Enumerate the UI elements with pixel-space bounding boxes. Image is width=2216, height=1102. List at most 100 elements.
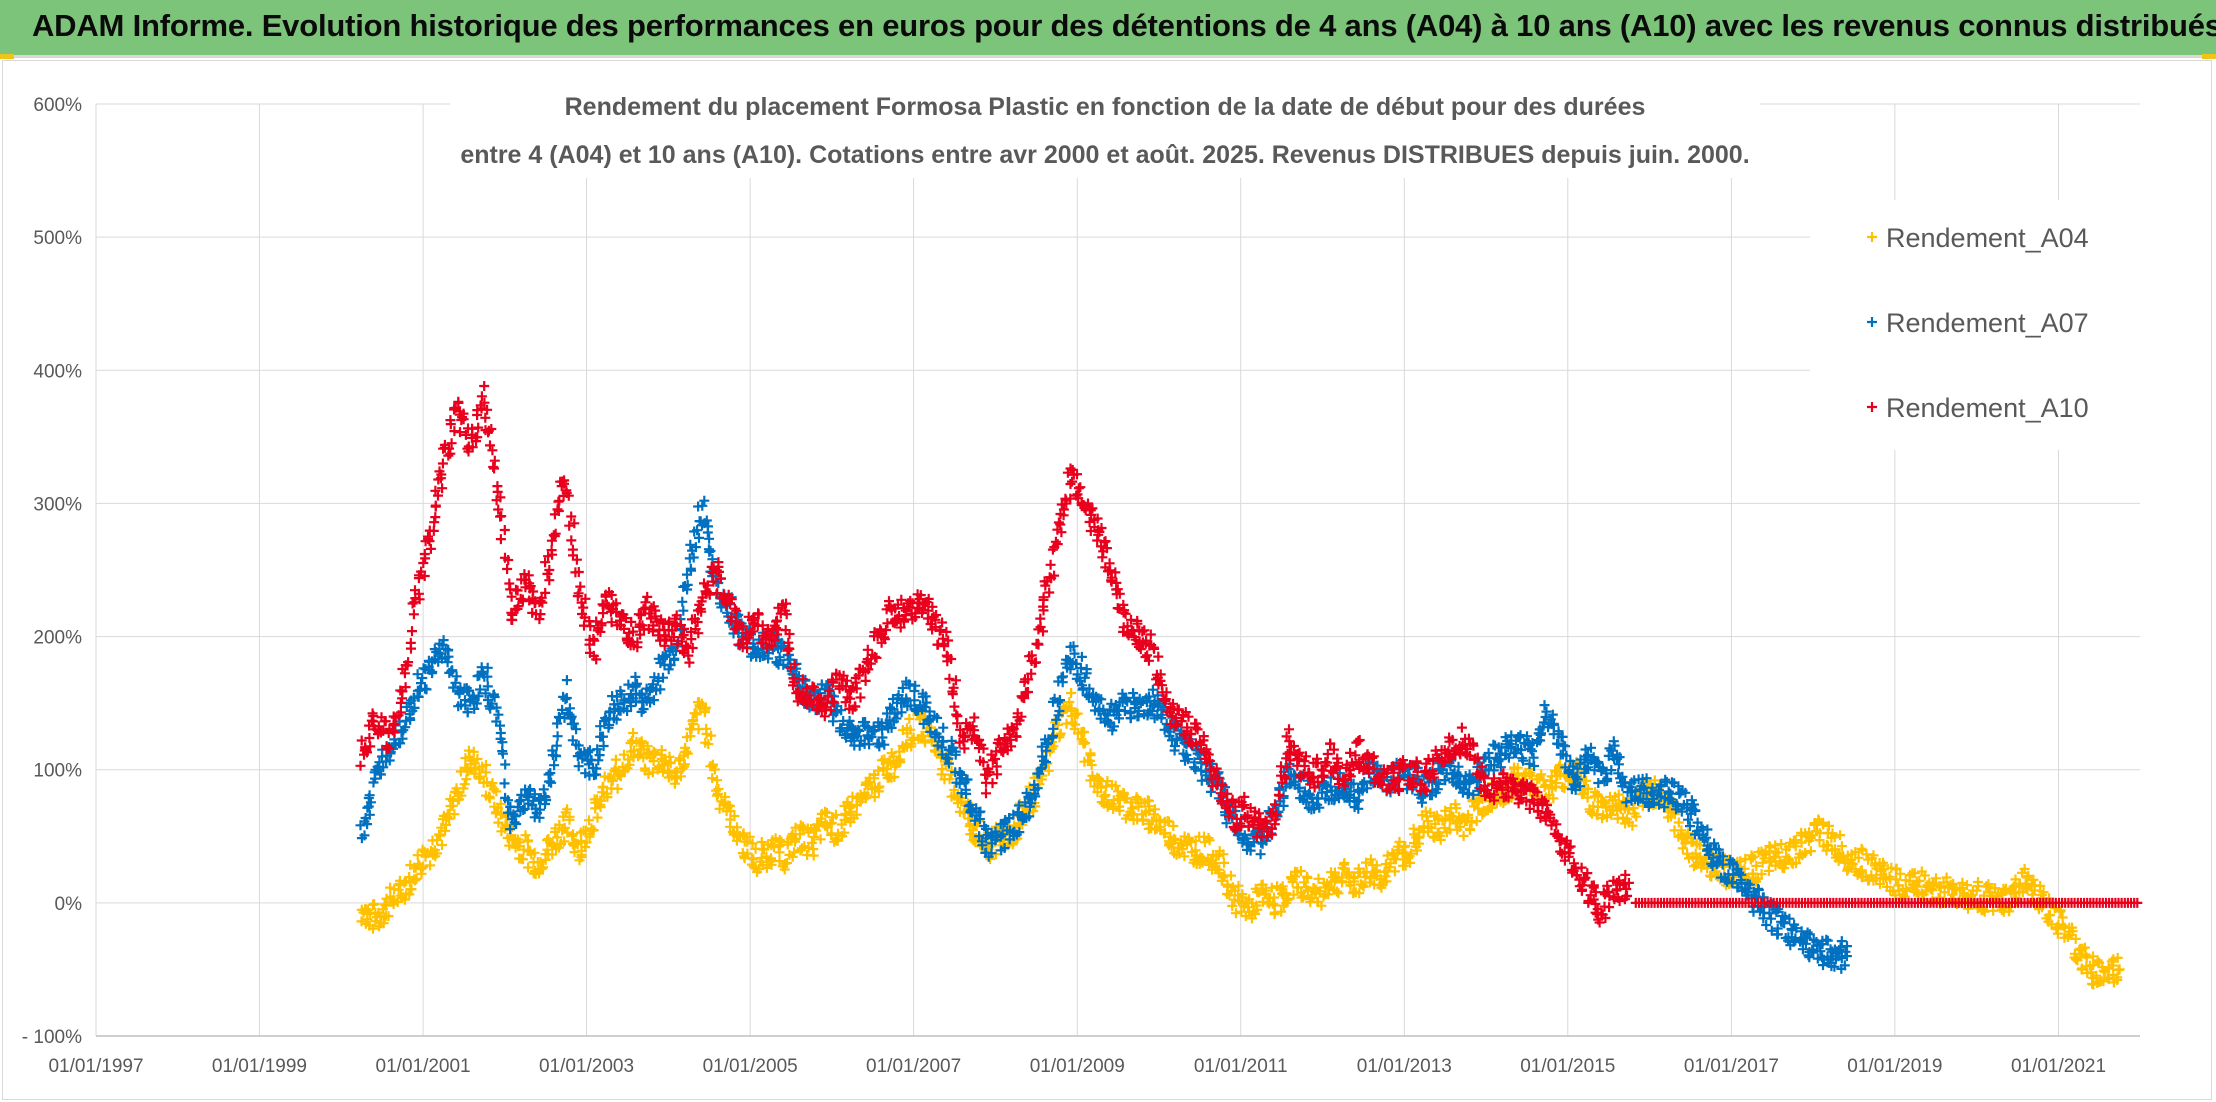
data-point: [1055, 695, 1065, 706]
data-point: [542, 844, 553, 855]
data-point: [1471, 816, 1482, 827]
data-point: [1588, 894, 1599, 905]
data-point: [514, 796, 525, 807]
data-point: [691, 709, 702, 720]
data-point: [1348, 873, 1359, 884]
data-point: [943, 635, 954, 646]
data-point: [915, 590, 926, 601]
data-point: [418, 558, 429, 568]
data-point: [486, 424, 497, 434]
data-point: [417, 844, 428, 855]
y-tick-label: 100%: [33, 761, 82, 782]
data-point: [909, 695, 920, 706]
data-point: [881, 625, 891, 635]
data-point: [580, 593, 591, 604]
data-point: [1621, 797, 1632, 808]
data-point: [497, 748, 508, 759]
data-point: [482, 671, 493, 682]
data-point: [606, 590, 617, 600]
data-point: [616, 689, 627, 700]
data-point: [1763, 865, 1774, 876]
data-point: [1845, 857, 1856, 868]
data-point: [1654, 799, 1664, 810]
data-point: [1170, 835, 1181, 846]
data-point: [961, 788, 972, 799]
data-point: [1112, 584, 1123, 595]
x-tick-label: 01/01/2017: [1684, 1056, 1779, 1077]
y-tick-label: 600%: [33, 95, 82, 116]
data-point: [824, 685, 835, 696]
data-point: [1038, 626, 1048, 637]
data-point: [692, 617, 703, 627]
data-point: [840, 808, 851, 819]
data-point: [1689, 861, 1699, 872]
data-point: [1447, 734, 1458, 745]
data-point: [557, 704, 568, 715]
data-point: [1034, 768, 1045, 779]
data-point: [1221, 818, 1232, 829]
data-point: [1406, 848, 1417, 859]
data-point: [1606, 809, 1617, 820]
data-point: [1914, 875, 1925, 886]
data-point: [638, 604, 649, 615]
data-point: [1314, 802, 1325, 813]
x-tick-label: 01/01/2013: [1357, 1056, 1452, 1077]
data-point: [540, 792, 551, 803]
data-point: [1823, 820, 1834, 831]
data-point: [1219, 857, 1229, 868]
data-point: [1660, 774, 1671, 785]
data-point: [1608, 736, 1619, 747]
data-point: [705, 545, 716, 556]
data-point: [841, 675, 852, 686]
data-point: [747, 853, 758, 864]
data-point: [1114, 713, 1124, 724]
data-point: [475, 684, 486, 695]
data-point: [896, 707, 907, 718]
data-point: [573, 740, 584, 751]
data-point: [503, 555, 514, 565]
data-point: [1526, 770, 1537, 781]
data-point: [1647, 782, 1658, 793]
data-point: [404, 889, 415, 900]
chart-title-line: Rendement du placement Formosa Plastic e…: [565, 93, 1646, 121]
data-point: [1600, 913, 1611, 923]
data-point: [703, 544, 714, 555]
data-point: [1239, 791, 1250, 802]
data-point: [1548, 793, 1559, 804]
data-point: [455, 427, 465, 438]
report-title: ADAM Informe. Evolution historique des p…: [32, 8, 2216, 43]
data-point: [874, 781, 885, 792]
data-point: [1841, 951, 1852, 962]
data-point: [487, 445, 498, 456]
data-point: [2106, 956, 2117, 967]
data-point: [399, 668, 410, 679]
data-point: [495, 534, 506, 545]
data-point: [731, 624, 742, 635]
data-point: [595, 721, 606, 732]
data-point: [1302, 885, 1313, 896]
data-point: [1204, 835, 1215, 846]
data-point: [1161, 687, 1172, 698]
data-point: [449, 404, 460, 415]
data-point: [520, 830, 531, 841]
data-point: [1466, 817, 1477, 828]
data-point: [1367, 752, 1378, 763]
data-point: [430, 512, 441, 523]
data-point: [515, 795, 526, 806]
data-point: [648, 695, 659, 706]
data-point: [459, 779, 470, 790]
data-point: [825, 818, 836, 829]
data-point: [766, 859, 777, 870]
data-point: [446, 438, 457, 449]
data-point: [1023, 687, 1033, 697]
legend-label-Rendement_A10: Rendement_A10: [1886, 393, 2089, 423]
data-point: [1172, 705, 1183, 715]
data-point: [1125, 713, 1136, 723]
data-point: [1218, 849, 1229, 860]
data-point: [1583, 762, 1593, 773]
data-point: [1559, 783, 1570, 794]
data-point: [1592, 904, 1603, 915]
data-point: [1354, 888, 1365, 899]
data-point: [413, 588, 424, 599]
